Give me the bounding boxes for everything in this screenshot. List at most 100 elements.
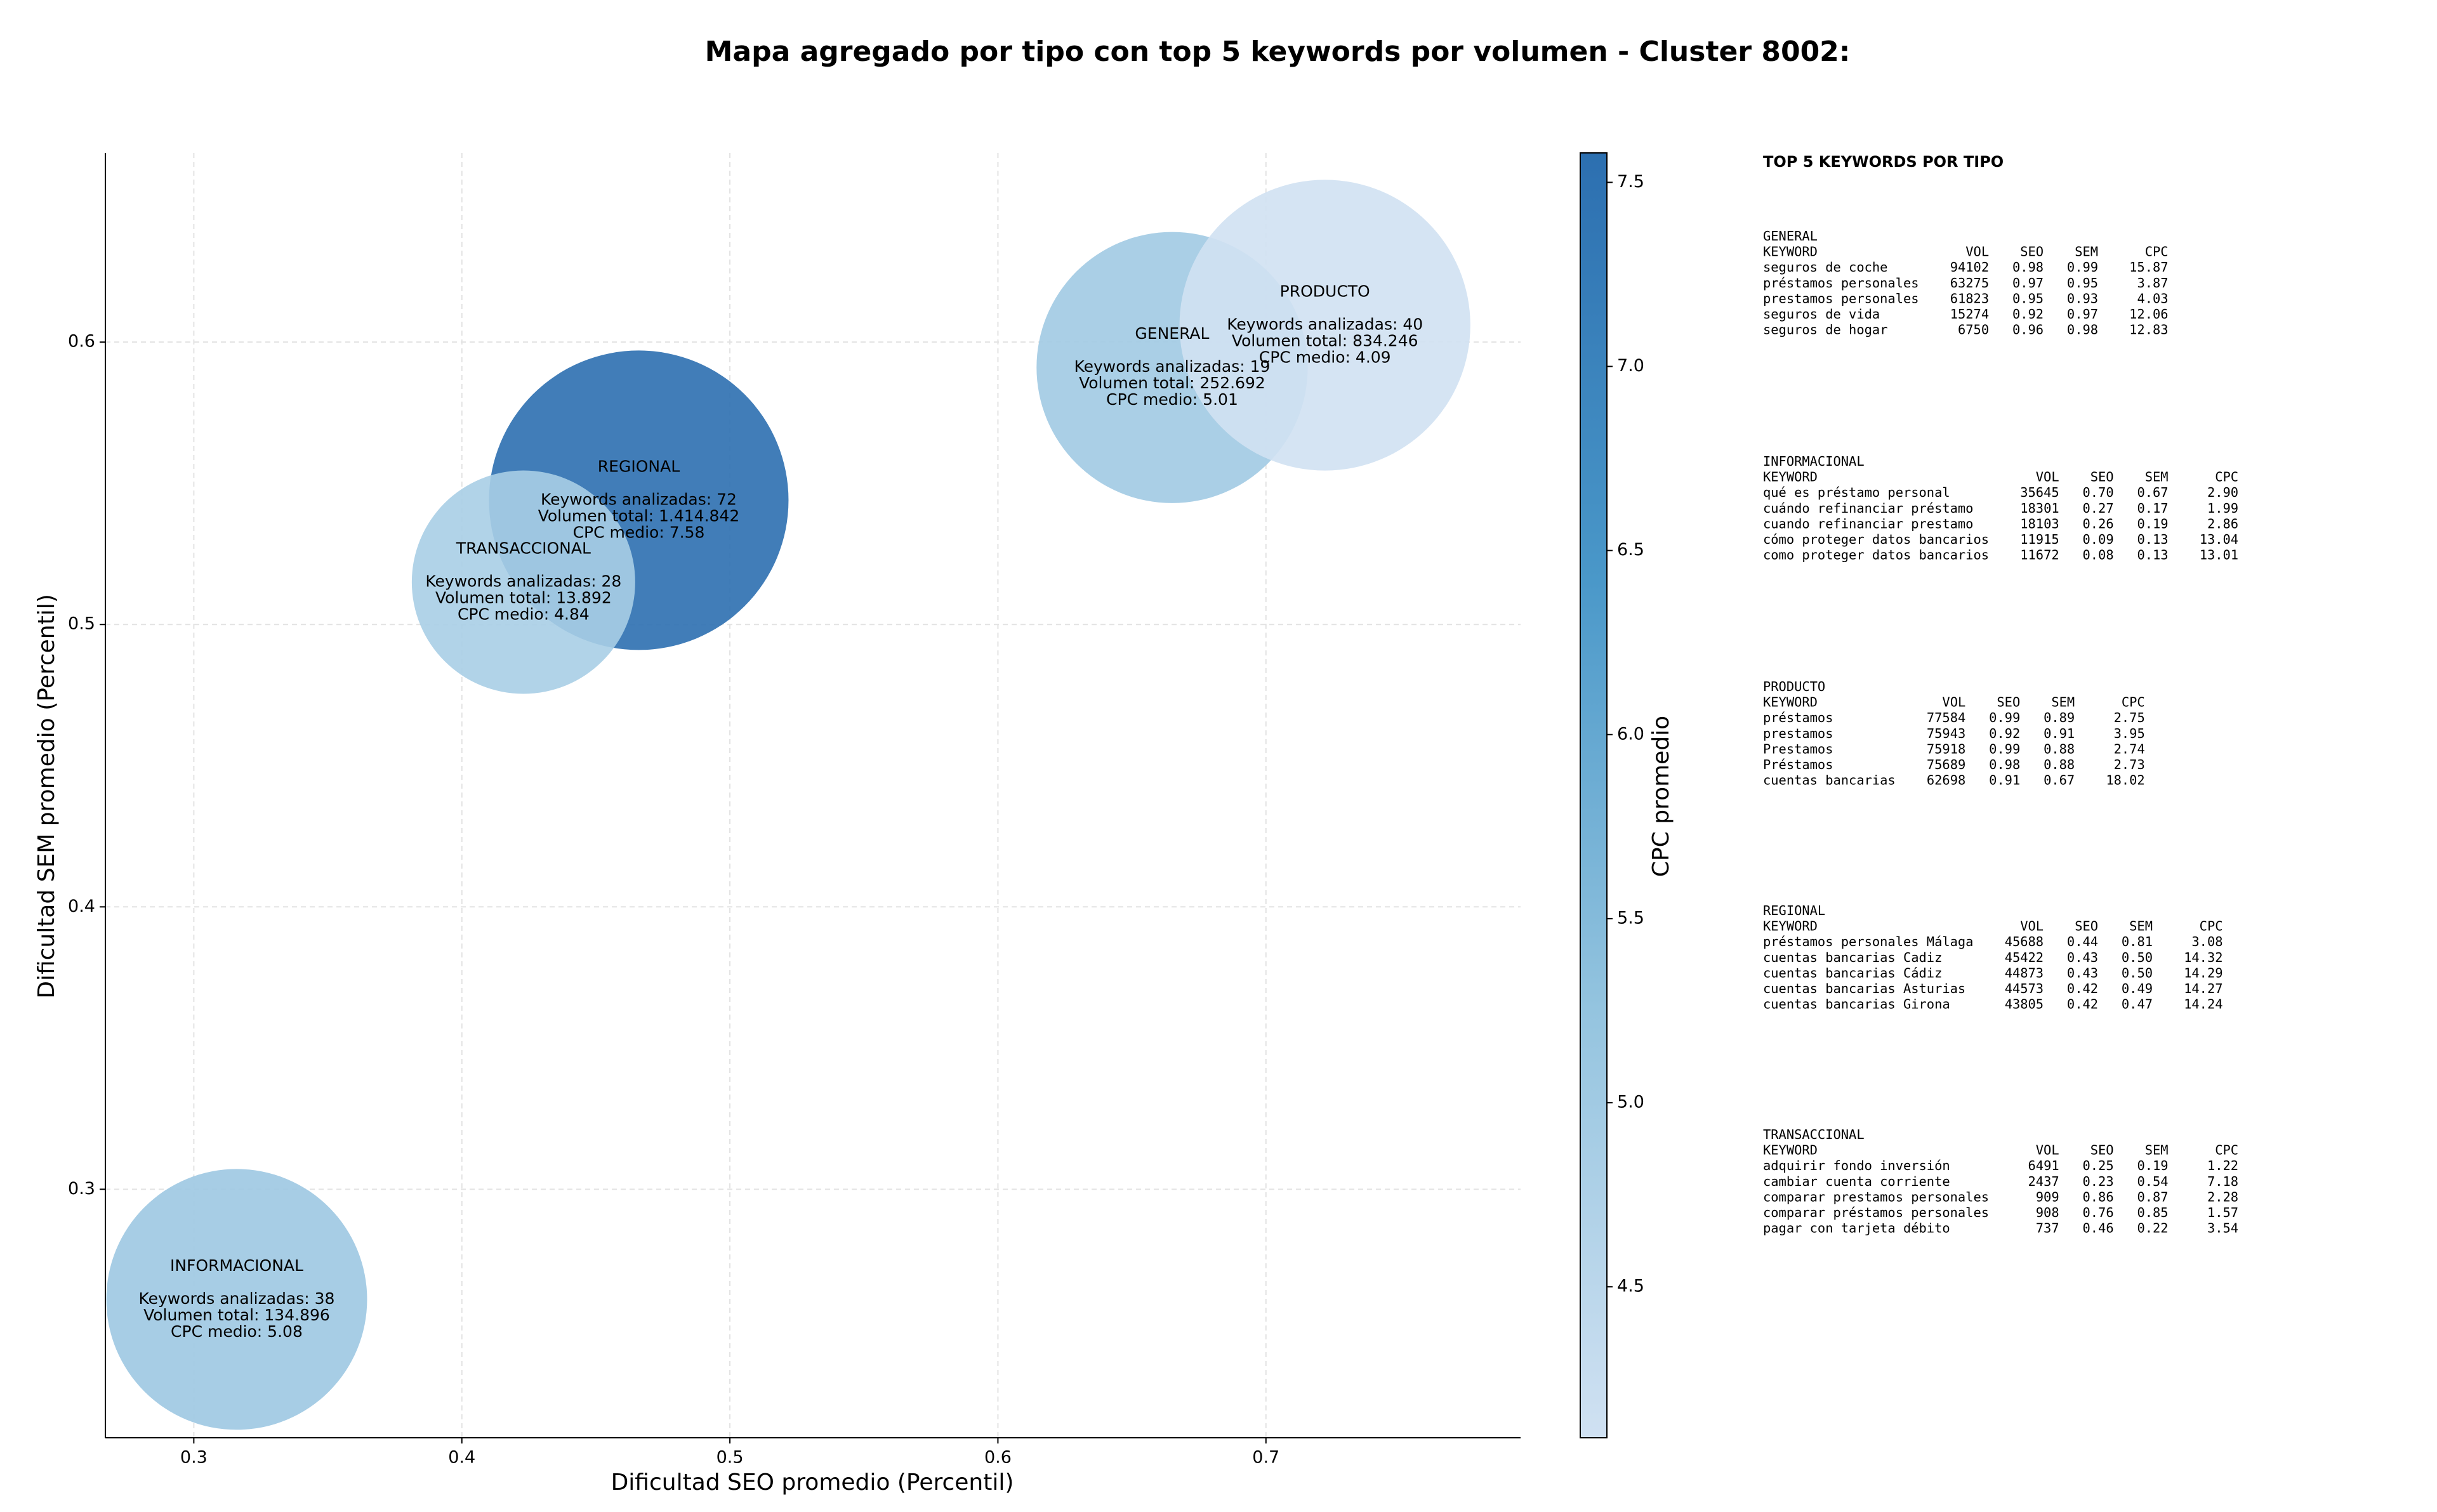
side-title: TOP 5 KEYWORDS POR TIPO <box>1763 153 2004 171</box>
table-row: préstamos personales Málaga <box>1763 934 1973 949</box>
table-name: REGIONAL <box>1763 903 1825 918</box>
table-header: SEM <box>2051 695 2075 710</box>
bubble-annotation: CPC medio: 4.84 <box>458 605 590 623</box>
bubble-name: INFORMACIONAL <box>170 1256 303 1275</box>
colorbar-tick-label: 6.5 <box>1617 540 1644 560</box>
table-row: 2.90 <box>2207 485 2238 500</box>
table-header: SEM <box>2145 470 2169 485</box>
table-row: 2.74 <box>2114 741 2145 756</box>
table-row: 62698 <box>1927 773 1965 788</box>
bubble-annotation: CPC medio: 5.01 <box>1106 390 1238 409</box>
table-row: 0.44 <box>2067 934 2098 949</box>
y-axis-label: Dificultad SEM promedio (Percentil) <box>34 594 60 999</box>
table-row: 0.88 <box>2044 741 2075 756</box>
table-row: 0.67 <box>2137 485 2168 500</box>
table-row: 2.28 <box>2207 1189 2238 1204</box>
bubble-annotation: Keywords analizadas: 28 <box>425 572 621 590</box>
bubble-name: REGIONAL <box>598 457 680 475</box>
table-header: CPC <box>2145 244 2169 260</box>
bubble-name: GENERAL <box>1135 324 1209 343</box>
table-row: 75943 <box>1927 726 1965 741</box>
colorbar-tick-label: 4.5 <box>1617 1277 1644 1296</box>
table-row: cuentas bancarias Asturias <box>1763 981 1965 996</box>
table-row: 3.08 <box>2191 934 2222 949</box>
table-row: 0.89 <box>2044 710 2075 725</box>
bubble-annotation: Volumen total: 252.692 <box>1079 374 1265 392</box>
x-tick-label: 0.4 <box>448 1448 475 1468</box>
y-tick-label: 0.4 <box>68 897 95 916</box>
table-header: KEYWORD <box>1763 1143 1818 1158</box>
table-row: 0.88 <box>2044 757 2075 772</box>
table-row: 0.91 <box>2044 726 2075 741</box>
table-row: 0.98 <box>2012 260 2044 275</box>
table-row: 0.08 <box>2082 548 2113 563</box>
table-row: 7.18 <box>2207 1174 2238 1189</box>
table-header: SEO <box>2075 919 2098 934</box>
bubble-annotation: CPC medio: 7.58 <box>573 523 705 541</box>
table-name: INFORMACIONAL <box>1763 454 1865 469</box>
table-row: seguros de hogar <box>1763 322 1887 338</box>
table-row: 77584 <box>1927 710 1965 725</box>
table-header: VOL <box>1965 244 1989 260</box>
table-row: 15.87 <box>2129 260 2168 275</box>
table-header: KEYWORD <box>1763 244 1818 260</box>
table-header: KEYWORD <box>1763 919 1818 934</box>
table-row: 12.83 <box>2129 322 2168 338</box>
table-row: 0.93 <box>2067 291 2098 306</box>
table-row: 0.67 <box>2044 773 2075 788</box>
table-header: SEM <box>2145 1143 2169 1158</box>
bubble-annotation: CPC medio: 5.08 <box>171 1322 303 1341</box>
table-row: 0.49 <box>2122 981 2153 996</box>
table-name: TRANSACCIONAL <box>1763 1127 1865 1142</box>
table-row: 0.19 <box>2137 516 2168 531</box>
table-row: como proteger datos bancarios <box>1763 548 1989 563</box>
table-row: préstamos personales <box>1763 275 1919 291</box>
x-tick-label: 0.3 <box>180 1448 208 1468</box>
table-row: 0.54 <box>2137 1174 2168 1189</box>
table-row: 94102 <box>1950 260 1989 275</box>
table-row: 3.87 <box>2137 275 2168 291</box>
table-row: 0.97 <box>2012 275 2044 291</box>
table-row: 45422 <box>2005 950 2044 965</box>
table-row: 0.50 <box>2122 965 2153 980</box>
table-row: 737 <box>2036 1221 2059 1236</box>
table-row: 14.32 <box>2184 950 2222 965</box>
table-row: 0.91 <box>1989 773 2020 788</box>
table-row: 908 <box>2036 1205 2059 1220</box>
table-header: VOL <box>2020 919 2044 934</box>
table-row: 35645 <box>2020 485 2059 500</box>
table-header: VOL <box>1942 695 1965 710</box>
table-row: 0.70 <box>2082 485 2113 500</box>
table-row: 0.17 <box>2137 501 2168 516</box>
bubble-name: PRODUCTO <box>1280 282 1370 300</box>
table-row: 0.19 <box>2137 1158 2168 1173</box>
table-row: 0.99 <box>1989 741 2020 756</box>
table-row: seguros de vida <box>1763 306 1880 322</box>
table-row: 909 <box>2036 1189 2059 1204</box>
table-header: CPC <box>2200 919 2223 934</box>
table-row: 0.98 <box>2067 322 2098 338</box>
table-row: 0.81 <box>2122 934 2153 949</box>
y-tick-label: 0.3 <box>68 1179 95 1199</box>
table-row: 2.86 <box>2207 516 2238 531</box>
table-row: 18301 <box>2020 501 2059 516</box>
table-row: cuentas bancarias Cadiz <box>1763 950 1942 965</box>
chart-title: Mapa agregado por tipo con top 5 keyword… <box>705 36 1851 68</box>
table-row: 61823 <box>1950 291 1989 306</box>
table-row: 13.04 <box>2200 532 2238 547</box>
table-row: cuando refinanciar prestamo <box>1763 516 1973 531</box>
table-row: 14.24 <box>2184 997 2222 1012</box>
table-row: 0.26 <box>2082 516 2113 531</box>
table-row: 18.02 <box>2106 773 2144 788</box>
table-row: 75918 <box>1927 741 1965 756</box>
table-row: 0.46 <box>2082 1221 2113 1236</box>
table-row: 13.01 <box>2200 548 2238 563</box>
table-row: 0.95 <box>2012 291 2044 306</box>
bubble-annotation: Keywords analizadas: 38 <box>138 1289 334 1308</box>
table-row: 0.42 <box>2067 997 2098 1012</box>
colorbar-tick-label: 5.5 <box>1617 908 1644 928</box>
table-header: KEYWORD <box>1763 695 1818 710</box>
table-row: 18103 <box>2020 516 2059 531</box>
y-tick-label: 0.6 <box>68 332 95 352</box>
table-header: SEM <box>2075 244 2098 260</box>
